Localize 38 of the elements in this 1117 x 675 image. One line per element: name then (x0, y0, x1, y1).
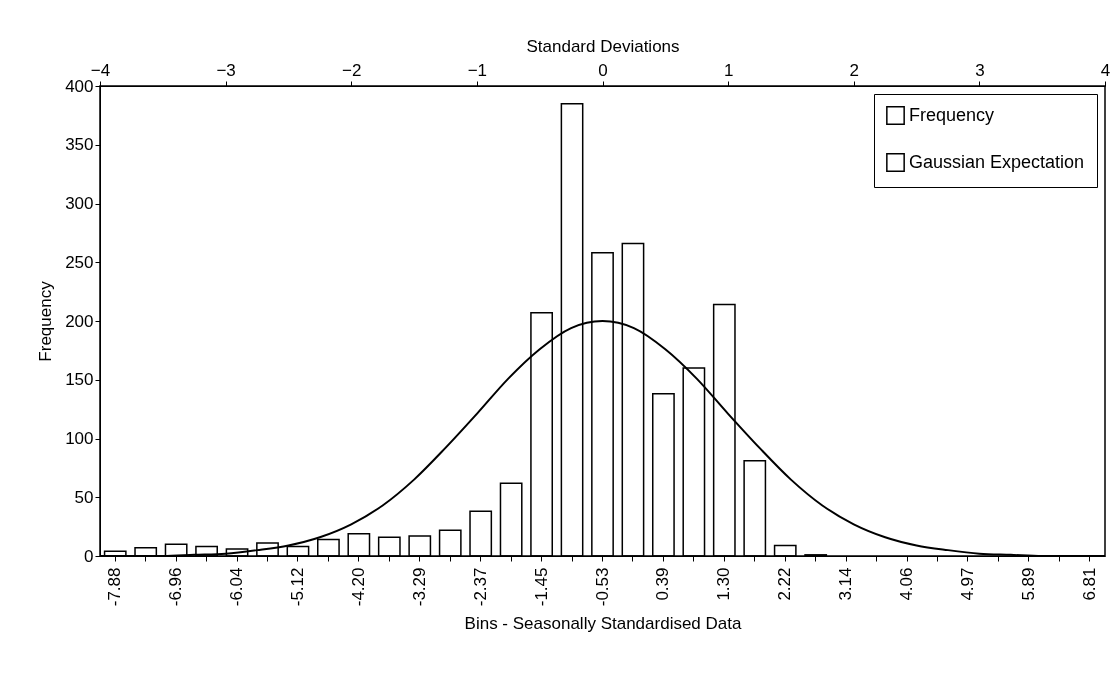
x-tick-label: -4.20 (348, 567, 368, 607)
x-tick-label: -1.45 (531, 567, 551, 607)
x2-tick-label: 4 (1100, 60, 1111, 80)
x-tick-label: -2.37 (470, 567, 490, 607)
x2-tick-label: 3 (975, 60, 985, 80)
y-tick-label: 150 (65, 370, 94, 390)
x2-tick-label: −1 (467, 60, 488, 80)
x-tick-label: 5.89 (1018, 567, 1038, 601)
x-tick-label: -3.29 (409, 567, 429, 607)
legend-label: Frequency (909, 104, 995, 125)
x-tick-label: 4.06 (897, 567, 917, 601)
x2-tick-label: 2 (849, 60, 859, 80)
x2-tick-label: 1 (723, 60, 734, 80)
x-tick-label: -6.04 (227, 567, 247, 607)
y-tick-label: 200 (65, 311, 94, 331)
x-tick-label: 4.97 (957, 567, 977, 601)
x-tick-label: 6.81 (1079, 567, 1099, 601)
y-tick-label: 100 (65, 429, 94, 448)
x-tick-label: -5.12 (287, 567, 307, 607)
y-axis-title: Frequency (36, 280, 56, 362)
y-tick-label: 350 (65, 135, 94, 155)
y-tick-label: 0 (84, 546, 94, 566)
y-tick-label: 250 (65, 252, 94, 272)
x-tick-label: -6.96 (166, 567, 186, 607)
x-axis-title: Bins - Seasonally Standardised Data (464, 614, 742, 634)
x-tick-label: 2.22 (775, 567, 795, 601)
y-tick-label: 300 (65, 194, 94, 213)
x-tick-label: 0.39 (653, 567, 673, 601)
x-tick-label: -7.88 (105, 567, 125, 607)
x2-tick-label: −3 (216, 60, 236, 80)
x2-axis-title: Standard Deviations (526, 36, 680, 56)
x2-tick-label: 0 (598, 60, 608, 80)
legend-label: Gaussian Expectation (909, 151, 1085, 172)
x2-tick-label: −2 (342, 60, 362, 80)
x-tick-label: -0.53 (592, 567, 612, 607)
y-tick-label: 50 (74, 487, 94, 507)
x-tick-label: 1.30 (714, 567, 734, 601)
x-tick-label: 3.14 (836, 567, 856, 601)
